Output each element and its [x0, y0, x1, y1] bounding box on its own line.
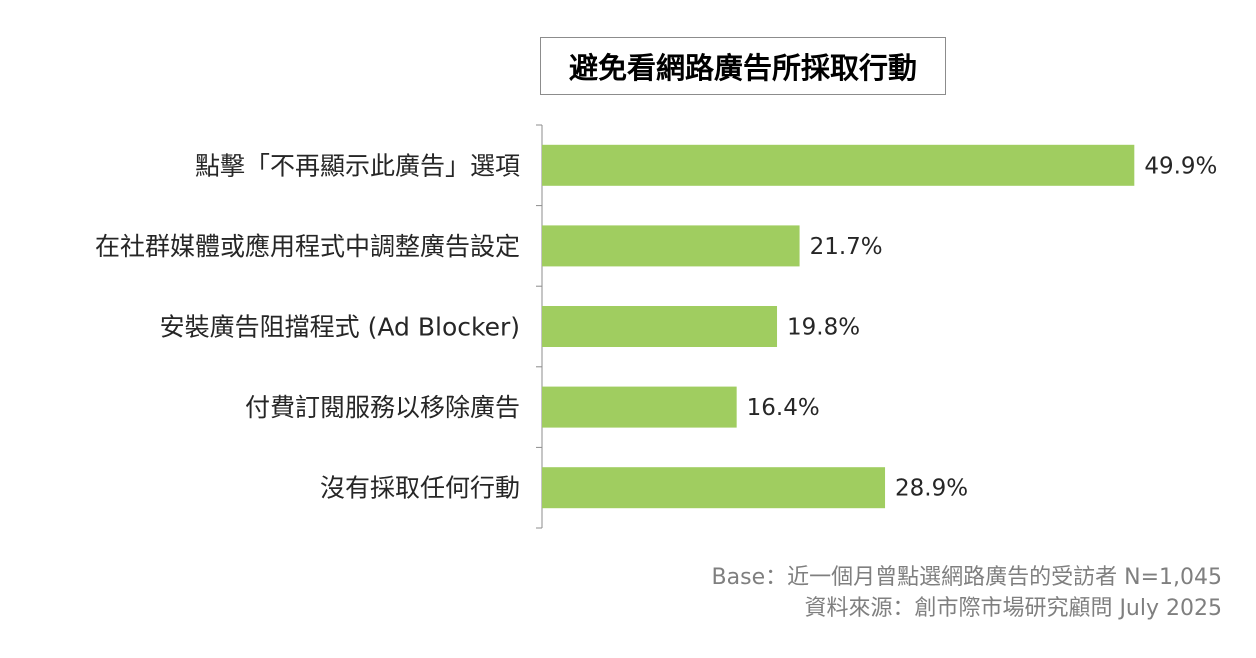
- bar: [542, 386, 737, 428]
- value-label: 21.7%: [810, 234, 883, 260]
- bar: [542, 225, 800, 267]
- bar: [542, 144, 1135, 186]
- category-label: 點擊「不再顯示此廣告」選項: [195, 151, 520, 180]
- category-label: 付費訂閱服務以移除廣告: [245, 393, 520, 422]
- chart-title: 避免看網路廣告所採取行動: [540, 37, 946, 95]
- bar: [542, 467, 886, 509]
- category-label: 安裝廣告阻擋程式 (Ad Blocker): [160, 313, 520, 342]
- value-label: 16.4%: [747, 395, 820, 421]
- value-label: 49.9%: [1144, 153, 1217, 179]
- value-label: 19.8%: [787, 315, 860, 341]
- category-label: 在社群媒體或應用程式中調整廣告設定: [95, 232, 520, 261]
- base-note: Base：近一個月曾點選網路廣告的受訪者 N=1,045: [711, 565, 1222, 590]
- footnotes: Base：近一個月曾點選網路廣告的受訪者 N=1,045 資料來源：創市際市場研…: [712, 562, 1222, 624]
- value-label: 28.9%: [895, 476, 968, 502]
- source-note: 資料來源：創市際市場研究顧問 July 2025: [804, 596, 1222, 621]
- category-label: 沒有採取任何行動: [320, 474, 520, 503]
- bar: [542, 306, 778, 347]
